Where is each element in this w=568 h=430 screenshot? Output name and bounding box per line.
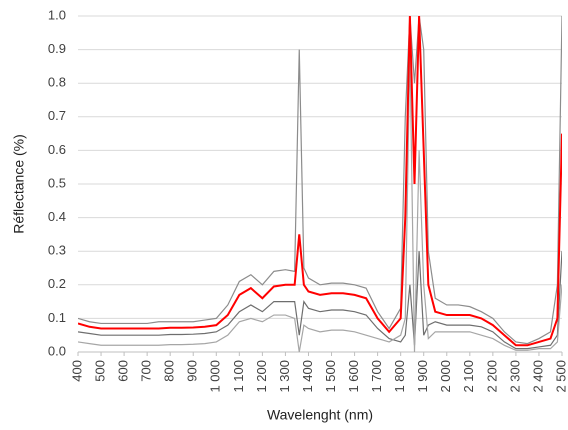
spectrum-line (78, 49, 562, 352)
x-tick-label: 2 500 (553, 360, 568, 393)
y-tick-label: 0.2 (48, 276, 66, 291)
y-tick-label: 0.6 (48, 142, 66, 157)
x-tick-label: 400 (69, 360, 84, 382)
x-tick-label: 1 400 (300, 360, 315, 393)
x-tick-label: 1 700 (369, 360, 384, 393)
x-tick-label: 2 300 (507, 360, 522, 393)
x-tick-label: 1 300 (277, 360, 292, 393)
x-tick-label: 900 (185, 360, 200, 382)
y-tick-label: 1.0 (48, 7, 66, 22)
x-axis-title: Wavelenght (nm) (267, 407, 373, 423)
y-tick-label: 0.9 (48, 41, 66, 56)
x-tick-label: 600 (116, 360, 131, 382)
y-tick-label: 0.4 (48, 209, 66, 224)
x-tick-label: 500 (92, 360, 107, 382)
x-tick-label: 2 000 (438, 360, 453, 393)
x-tick-label: 2 200 (484, 360, 499, 393)
x-tick-label: 1 000 (208, 360, 223, 393)
labels: 0.0 0.1 0.2 0.3 0.4 0.5 0.6 0.7 0.8 0.9 1.0 400 500 6… (48, 7, 568, 392)
x-tick-label: 1 100 (231, 360, 246, 393)
x-tick-label: 1 900 (415, 360, 430, 393)
x-tick-label: 700 (139, 360, 154, 382)
spectrum-line (78, 251, 562, 350)
x-tick-label: 2 400 (530, 360, 545, 393)
spectrum-line (78, 16, 562, 347)
x-tick-label: 2 100 (461, 360, 476, 393)
grid (77, 15, 563, 356)
x-tick-label: 1 800 (392, 360, 407, 393)
y-tick-label: 0.0 (48, 343, 66, 358)
spectrum-line (78, 16, 562, 345)
x-tick-label: 1 500 (323, 360, 338, 393)
y-tick-label: 0.1 (48, 310, 66, 325)
x-tick-label: 1 200 (254, 360, 269, 393)
x-tick-label: 1 600 (346, 360, 361, 393)
y-tick-label: 0.7 (48, 108, 66, 123)
plot-area (78, 16, 562, 352)
y-axis-title: Réflectance (%) (11, 134, 27, 234)
y-tick-label: 0.8 (48, 75, 66, 90)
y-tick-label: 0.3 (48, 243, 66, 258)
x-tick-label: 800 (162, 360, 177, 382)
y-tick-label: 0.5 (48, 175, 66, 190)
